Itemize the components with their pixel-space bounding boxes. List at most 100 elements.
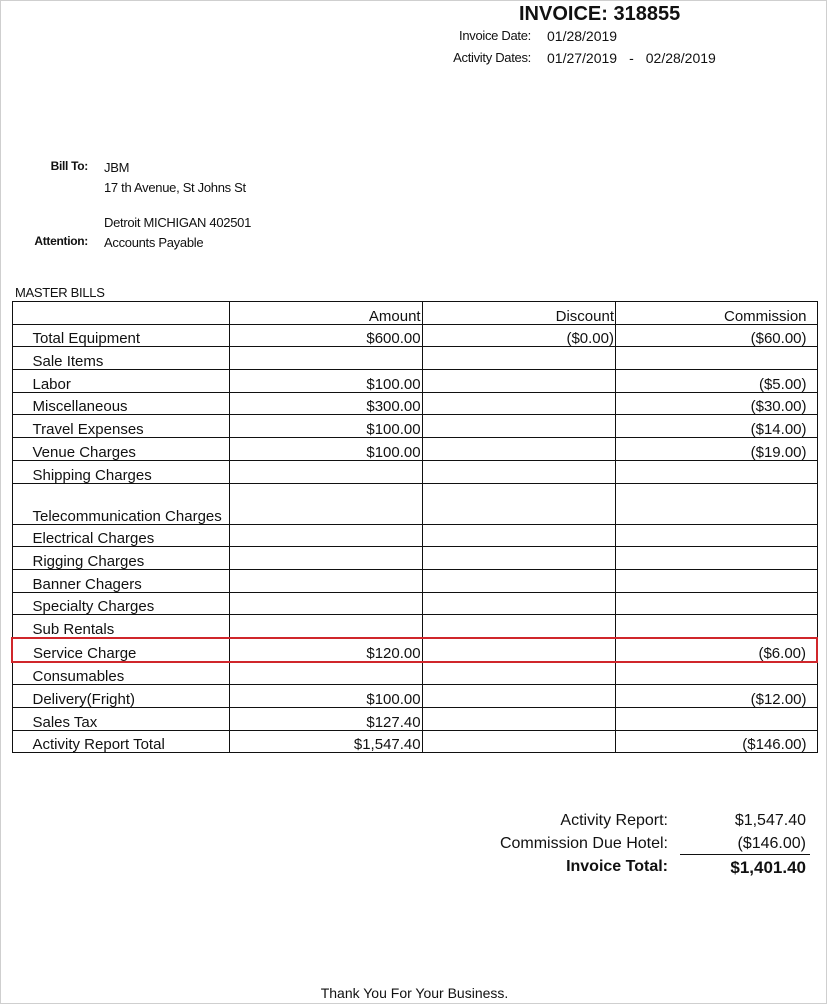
amount-cell: $100.00 [229,437,423,461]
table-row: Travel Expenses $100.00 ($14.00) [11,414,818,439]
discount-cell [421,414,616,439]
discount-cell [421,546,616,570]
amount-cell: $127.40 [229,707,423,731]
discount-cell [421,707,616,731]
section-title: MASTER BILLS [15,285,105,300]
table-row: Delivery(Fright) $100.00 ($12.00) [11,684,818,708]
attention-value: Accounts Payable [104,235,204,250]
commission-cell [614,459,818,484]
table-row: Miscellaneous $300.00 ($30.00) [11,391,818,416]
activity-dates-row: 01/27/2019 - 02/28/2019 [547,50,716,66]
invoice-total-label: Invoice Total: [566,858,668,875]
row-label: Electrical Charges [11,523,231,548]
commission-cell: ($19.00) [614,437,818,461]
discount-cell [421,729,616,754]
table-row: Electrical Charges [11,523,818,548]
commission-cell [614,591,818,616]
column-header-commission: Commission [614,301,818,325]
activity-report-value: $1,547.40 [734,812,806,829]
commission-cell: ($146.00) [614,729,818,754]
discount-cell [421,568,616,593]
row-label: Sale Items [11,346,231,371]
row-label: Telecommunication Charges [11,482,231,525]
commission-due-value: ($146.00) [737,835,807,852]
amount-cell [229,523,423,548]
bill-to-label: Bill To: [50,159,89,173]
bill-to-address-line1: 17 th Avenue, St Johns St [104,180,246,195]
commission-cell: ($5.00) [614,369,818,393]
invoice-date-label: Invoice Date: [459,28,531,43]
row-label: Delivery(Fright) [11,684,231,708]
amount-cell [229,346,423,371]
table-row: Shipping Charges [11,459,818,484]
table-row: Telecommunication Charges [11,482,818,525]
amount-cell: $300.00 [229,391,423,416]
discount-cell [421,684,616,708]
discount-cell [421,346,616,371]
row-label: Rigging Charges [11,546,231,570]
amount-cell: $100.00 [229,684,423,708]
amount-cell [229,591,423,616]
commission-cell [614,614,818,639]
summary-divider [680,854,810,855]
table-row: Consumables [11,661,818,686]
row-label: Labor [11,369,231,393]
table-row: Labor $100.00 ($5.00) [11,369,818,393]
activity-dates-label: Activity Dates: [453,50,531,65]
amount-cell [229,661,423,686]
row-label: Activity Report Total [11,729,231,754]
commission-cell [614,523,818,548]
commission-cell [614,661,818,686]
bill-to-name: JBM [104,160,130,175]
invoice-date-row: 01/28/2019 [547,28,617,44]
table-row: Sub Rentals [11,614,818,639]
commission-cell [614,482,818,525]
commission-cell [614,346,818,371]
amount-cell [229,482,423,525]
amount-cell [229,459,423,484]
amount-cell [229,614,423,639]
activity-date-separator: - [629,50,634,66]
amount-cell: $100.00 [229,414,423,439]
table-header-row: Amount Discount Commission [11,301,818,325]
master-bills-table: Amount Discount Commission Total Equipment… [11,301,818,754]
amount-cell: $100.00 [229,369,423,393]
activity-report-label: Activity Report: [560,812,668,829]
row-label: Total Equipment [11,323,231,348]
commission-due-label: Commission Due Hotel: [499,835,668,852]
row-label: Sales Tax [11,707,231,731]
invoice-date: 01/28/2019 [547,28,618,44]
row-label: Banner Chagers [11,568,231,593]
invoice-title: INVOICE: 318855 [519,3,681,25]
attention-label: Attention: [34,234,88,248]
commission-cell: ($12.00) [614,684,818,708]
amount-cell [229,546,423,570]
amount-cell: $1,547.40 [229,729,423,754]
amount-cell [229,568,423,593]
commission-cell: ($6.00) [614,636,818,663]
row-label: Consumables [11,661,231,686]
footer-thanks: Thank You For Your Business. [320,985,509,1001]
row-label: Venue Charges [11,437,231,461]
commission-cell: ($60.00) [614,323,818,348]
discount-cell [421,636,616,663]
commission-cell [614,546,818,570]
table-row: Banner Chagers [11,568,818,593]
row-label: Travel Expenses [11,414,231,439]
row-label: Shipping Charges [11,459,231,484]
column-header-amount: Amount [229,301,423,325]
activity-end-date: 02/28/2019 [645,50,716,66]
commission-cell: ($14.00) [614,414,818,439]
row-label: Specialty Charges [11,591,231,616]
table-row: Activity Report Total $1,547.40 ($146.00) [11,729,818,754]
amount-cell: $600.00 [229,323,423,348]
commission-cell: ($30.00) [614,391,818,416]
commission-cell [614,568,818,593]
row-label: Miscellaneous [11,391,231,416]
amount-cell: $120.00 [229,636,423,663]
commission-cell [614,707,818,731]
invoice-total-value: $1,401.40 [730,858,806,877]
discount-cell [421,391,616,416]
column-header-discount: Discount [421,301,616,325]
